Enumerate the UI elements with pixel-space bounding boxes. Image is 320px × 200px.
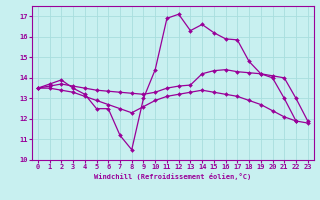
X-axis label: Windchill (Refroidissement éolien,°C): Windchill (Refroidissement éolien,°C) — [94, 173, 252, 180]
